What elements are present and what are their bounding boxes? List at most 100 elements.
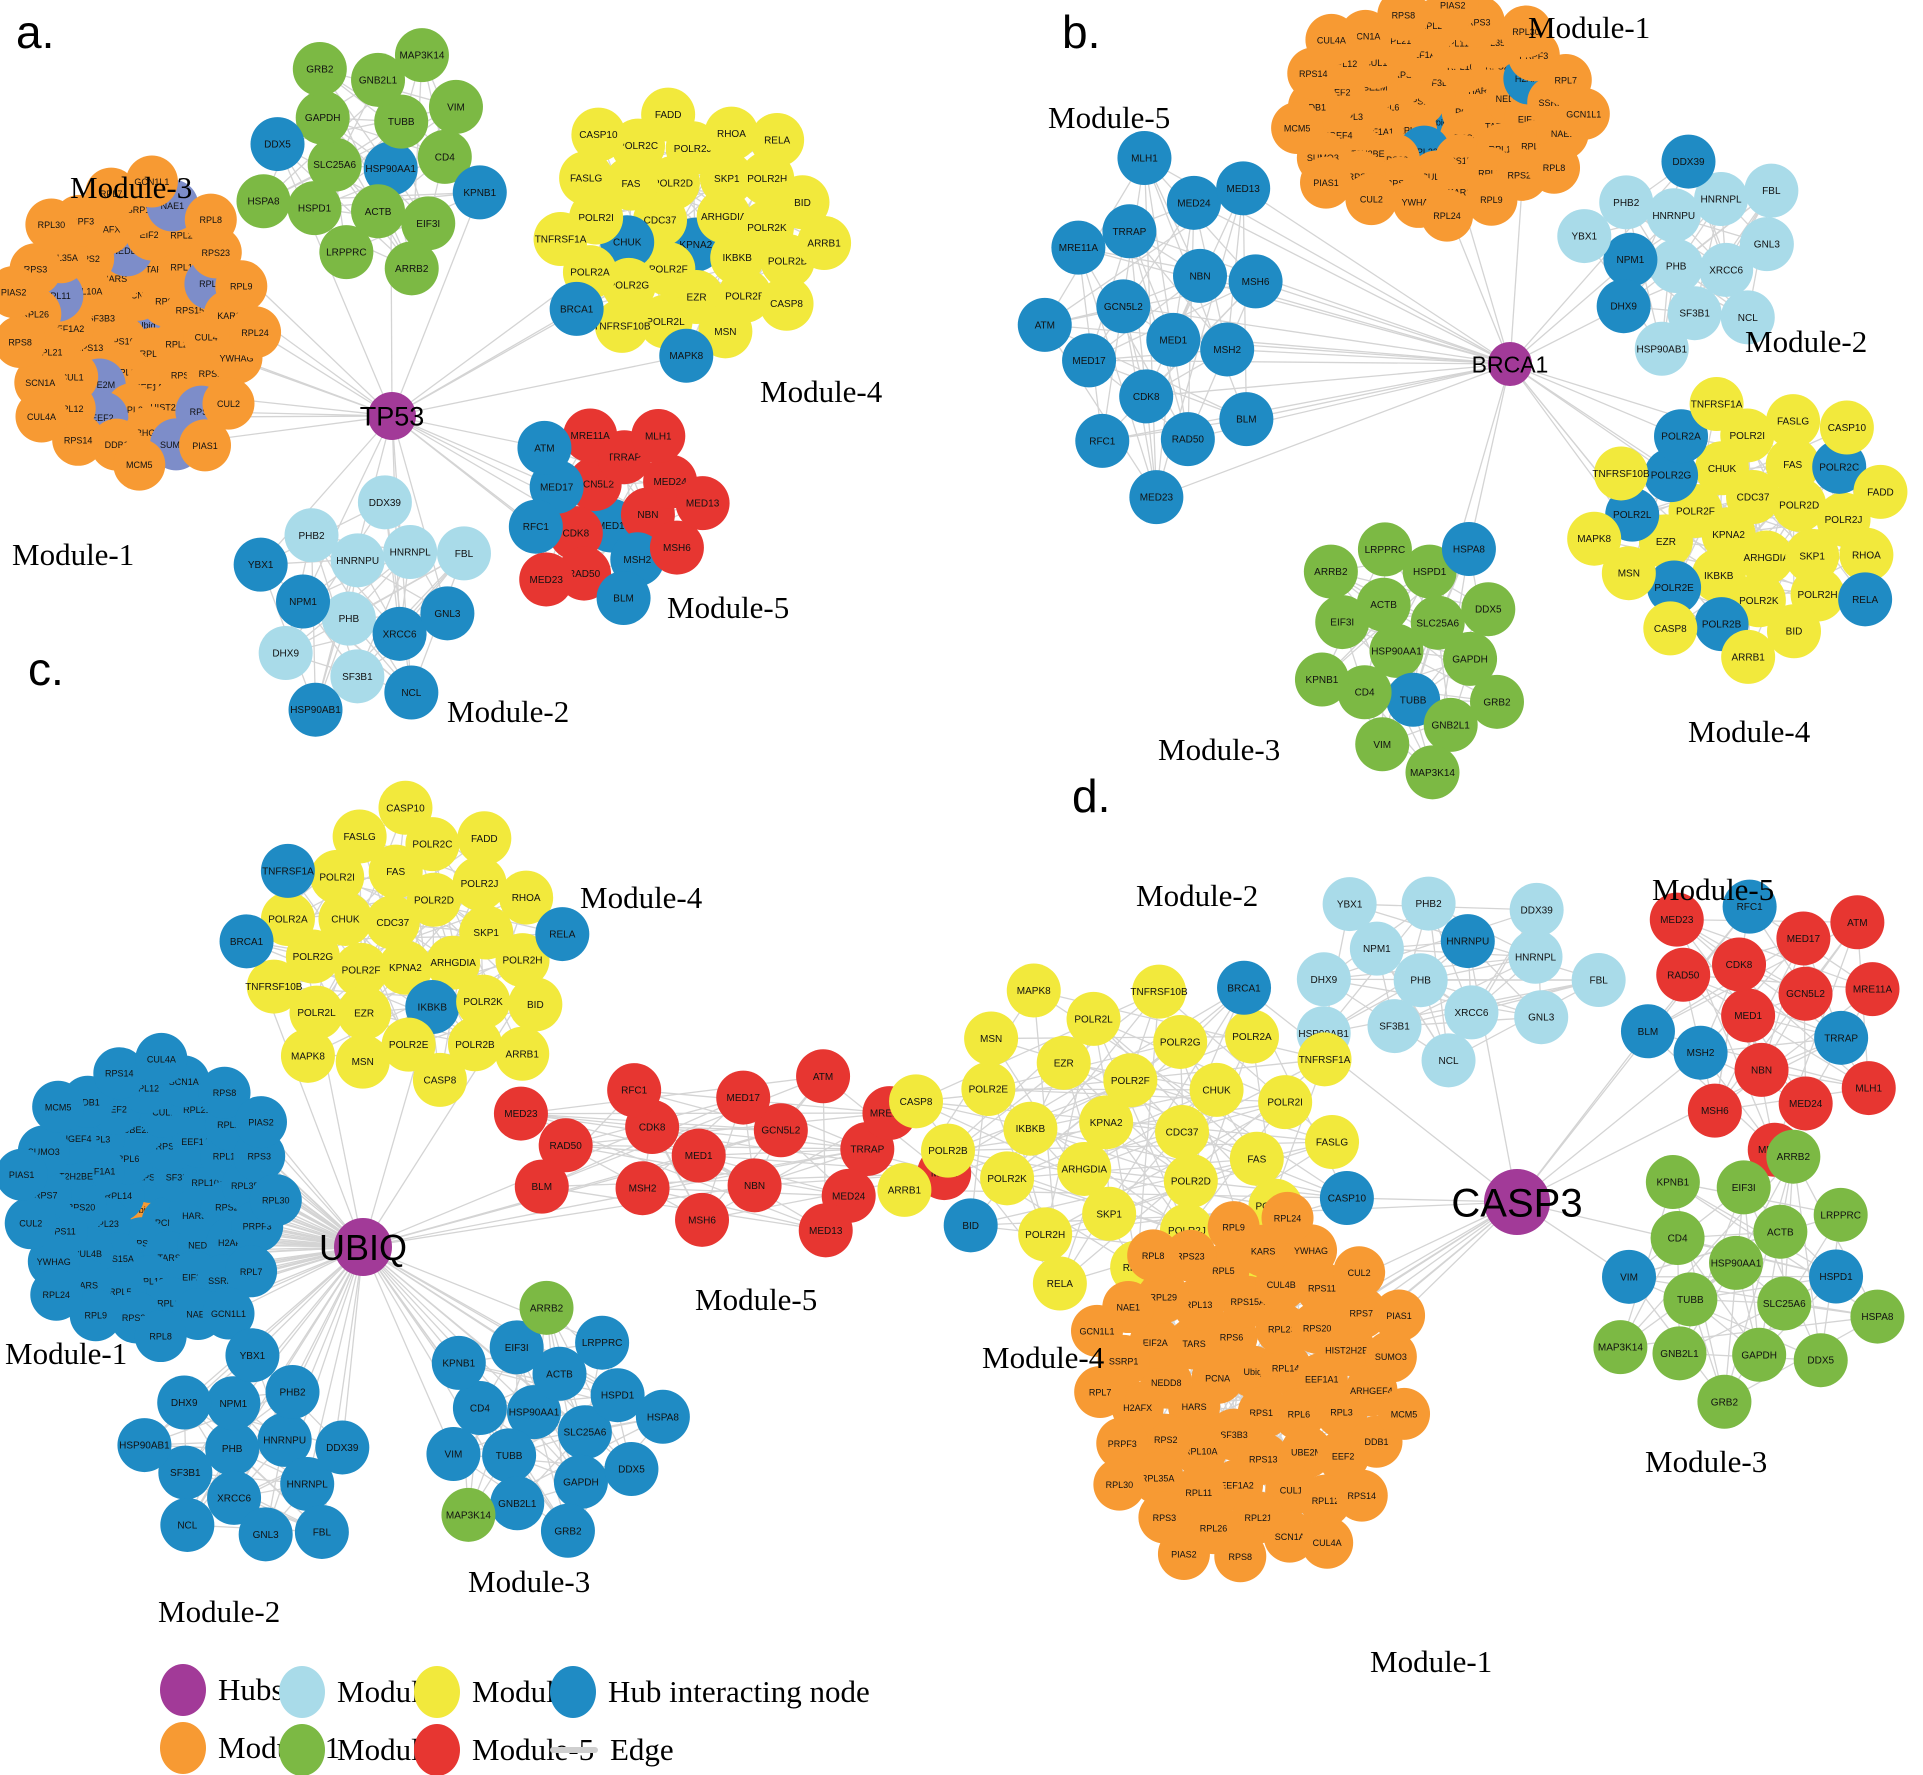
node-MED23[interactable] [519, 552, 574, 607]
node-POLR2A[interactable] [1654, 409, 1709, 464]
node-FAS[interactable] [368, 844, 423, 899]
node-RPL7[interactable] [225, 1245, 278, 1298]
node-YBX1[interactable] [233, 537, 288, 592]
node-RPL24[interactable] [229, 306, 282, 359]
node-NPM1[interactable] [206, 1376, 261, 1431]
node-POLR2D[interactable] [406, 872, 461, 927]
node-MED1[interactable] [1721, 988, 1776, 1043]
node-NCL[interactable] [384, 665, 439, 720]
node-HNRNPU[interactable] [257, 1412, 312, 1467]
node-IKBKB[interactable] [1003, 1101, 1058, 1156]
node-CD4[interactable] [417, 129, 472, 184]
node-CD4[interactable] [1650, 1211, 1705, 1266]
node-CUL2[interactable] [4, 1197, 57, 1250]
node-ACTB[interactable] [351, 184, 406, 239]
node-CDK8[interactable] [548, 506, 603, 561]
node-CASP10[interactable] [1819, 400, 1874, 455]
node-NCL[interactable] [160, 1497, 215, 1552]
node-ARHGDIA[interactable] [1739, 530, 1794, 585]
node-HSPD1[interactable] [287, 181, 342, 236]
node-HNRNPL[interactable] [383, 525, 438, 580]
node-POLR2L[interactable] [1066, 991, 1121, 1046]
node-POLR2D[interactable] [1163, 1153, 1218, 1208]
node-PHB[interactable] [321, 591, 376, 646]
node-CHUK[interactable] [1189, 1062, 1244, 1117]
node-FASLG[interactable] [559, 151, 614, 206]
node-GRB2[interactable] [1697, 1374, 1752, 1429]
node-TNFRSF1A[interactable] [1689, 377, 1744, 432]
node-DDX5[interactable] [604, 1442, 659, 1497]
node-RPL9[interactable] [1207, 1201, 1260, 1254]
node-DDX5[interactable] [1461, 582, 1516, 637]
node-KPNB1[interactable] [452, 165, 507, 220]
node-CUL2[interactable] [202, 377, 255, 430]
node-MAPK8[interactable] [1567, 511, 1622, 566]
node-MCM5[interactable] [32, 1080, 85, 1133]
node-GCN1L1[interactable] [125, 155, 178, 208]
node-GCN5L2[interactable] [1096, 279, 1151, 334]
node-MED17[interactable] [1062, 333, 1117, 388]
node-HNRNPU[interactable] [330, 533, 385, 588]
node-HSP90AB1[interactable] [1634, 321, 1689, 376]
node-RAD50[interactable] [538, 1118, 593, 1173]
node-GNB2L1[interactable] [490, 1476, 545, 1531]
node-PIAS1[interactable] [1373, 1289, 1426, 1342]
node-CUL4A[interactable] [15, 390, 68, 443]
node-KPNB1[interactable] [431, 1335, 486, 1390]
node-FBL[interactable] [436, 526, 491, 581]
node-MSN[interactable] [335, 1034, 390, 1089]
node-HSP90AA1[interactable] [506, 1385, 561, 1440]
node-MSN[interactable] [1601, 546, 1656, 601]
node-CDK8[interactable] [1119, 369, 1174, 424]
node-BRCA1[interactable] [549, 281, 604, 336]
node-KPNB1[interactable] [1294, 652, 1349, 707]
node-CASP8[interactable] [759, 276, 814, 331]
node-MSH6[interactable] [1687, 1083, 1742, 1138]
node-MAP3K14[interactable] [1405, 745, 1460, 800]
node-TRRAP[interactable] [1102, 204, 1157, 259]
node-FBL[interactable] [1744, 163, 1799, 218]
node-FBL[interactable] [294, 1504, 349, 1559]
node-GAPDH[interactable] [1732, 1327, 1787, 1382]
node-RPL9[interactable] [1465, 173, 1518, 226]
hub-node-UBIQ[interactable] [334, 1218, 392, 1276]
node-PIAS1[interactable] [1300, 156, 1353, 209]
node-NCL[interactable] [1421, 1033, 1476, 1088]
node-IKBKB[interactable] [1691, 548, 1746, 603]
node-TARS[interactable] [1168, 1317, 1221, 1370]
node-HSPA8[interactable] [236, 174, 291, 229]
node-SF3B1[interactable] [1667, 286, 1722, 341]
node-TNFRSF10B[interactable] [246, 959, 301, 1014]
node-RPS14[interactable] [93, 1047, 146, 1100]
node-CUL2[interactable] [1345, 173, 1398, 226]
node-HSP90AA1[interactable] [363, 141, 418, 196]
node-FADD[interactable] [641, 87, 696, 142]
node-EIF3I[interactable] [1716, 1160, 1771, 1215]
node-PRPF3[interactable] [1096, 1417, 1149, 1470]
node-ARRB1[interactable] [797, 216, 852, 271]
node-SF3B1[interactable] [158, 1445, 213, 1500]
hub-node-CASP3[interactable] [1484, 1169, 1550, 1235]
node-HSPA8[interactable] [1441, 521, 1496, 576]
node-BLM[interactable] [1219, 392, 1274, 447]
node-MRE11A[interactable] [563, 408, 618, 463]
node-RPL30[interactable] [1499, 5, 1552, 58]
node-CDC37[interactable] [1155, 1105, 1210, 1160]
node-CD4[interactable] [1337, 665, 1392, 720]
node-GNB2L1[interactable] [1652, 1326, 1707, 1381]
node-DHX9[interactable] [157, 1375, 212, 1430]
node-RPL8[interactable] [184, 193, 237, 246]
node-ARRB2[interactable] [1303, 544, 1358, 599]
node-GAPDH[interactable] [553, 1454, 608, 1509]
node-MCM5[interactable] [1378, 1387, 1431, 1440]
node-MSH6[interactable] [649, 520, 704, 575]
node-CASP10[interactable] [1319, 1170, 1374, 1225]
node-NBN[interactable] [727, 1158, 782, 1213]
node-HSPA8[interactable] [1850, 1289, 1905, 1344]
node-XRCC6[interactable] [1699, 242, 1754, 297]
node-MSN[interactable] [964, 1011, 1019, 1066]
node-GCN5L2[interactable] [1778, 966, 1833, 1021]
node-CDK8[interactable] [1712, 937, 1767, 992]
node-ACTB[interactable] [1753, 1204, 1808, 1259]
node-GNB2L1[interactable] [351, 52, 406, 107]
